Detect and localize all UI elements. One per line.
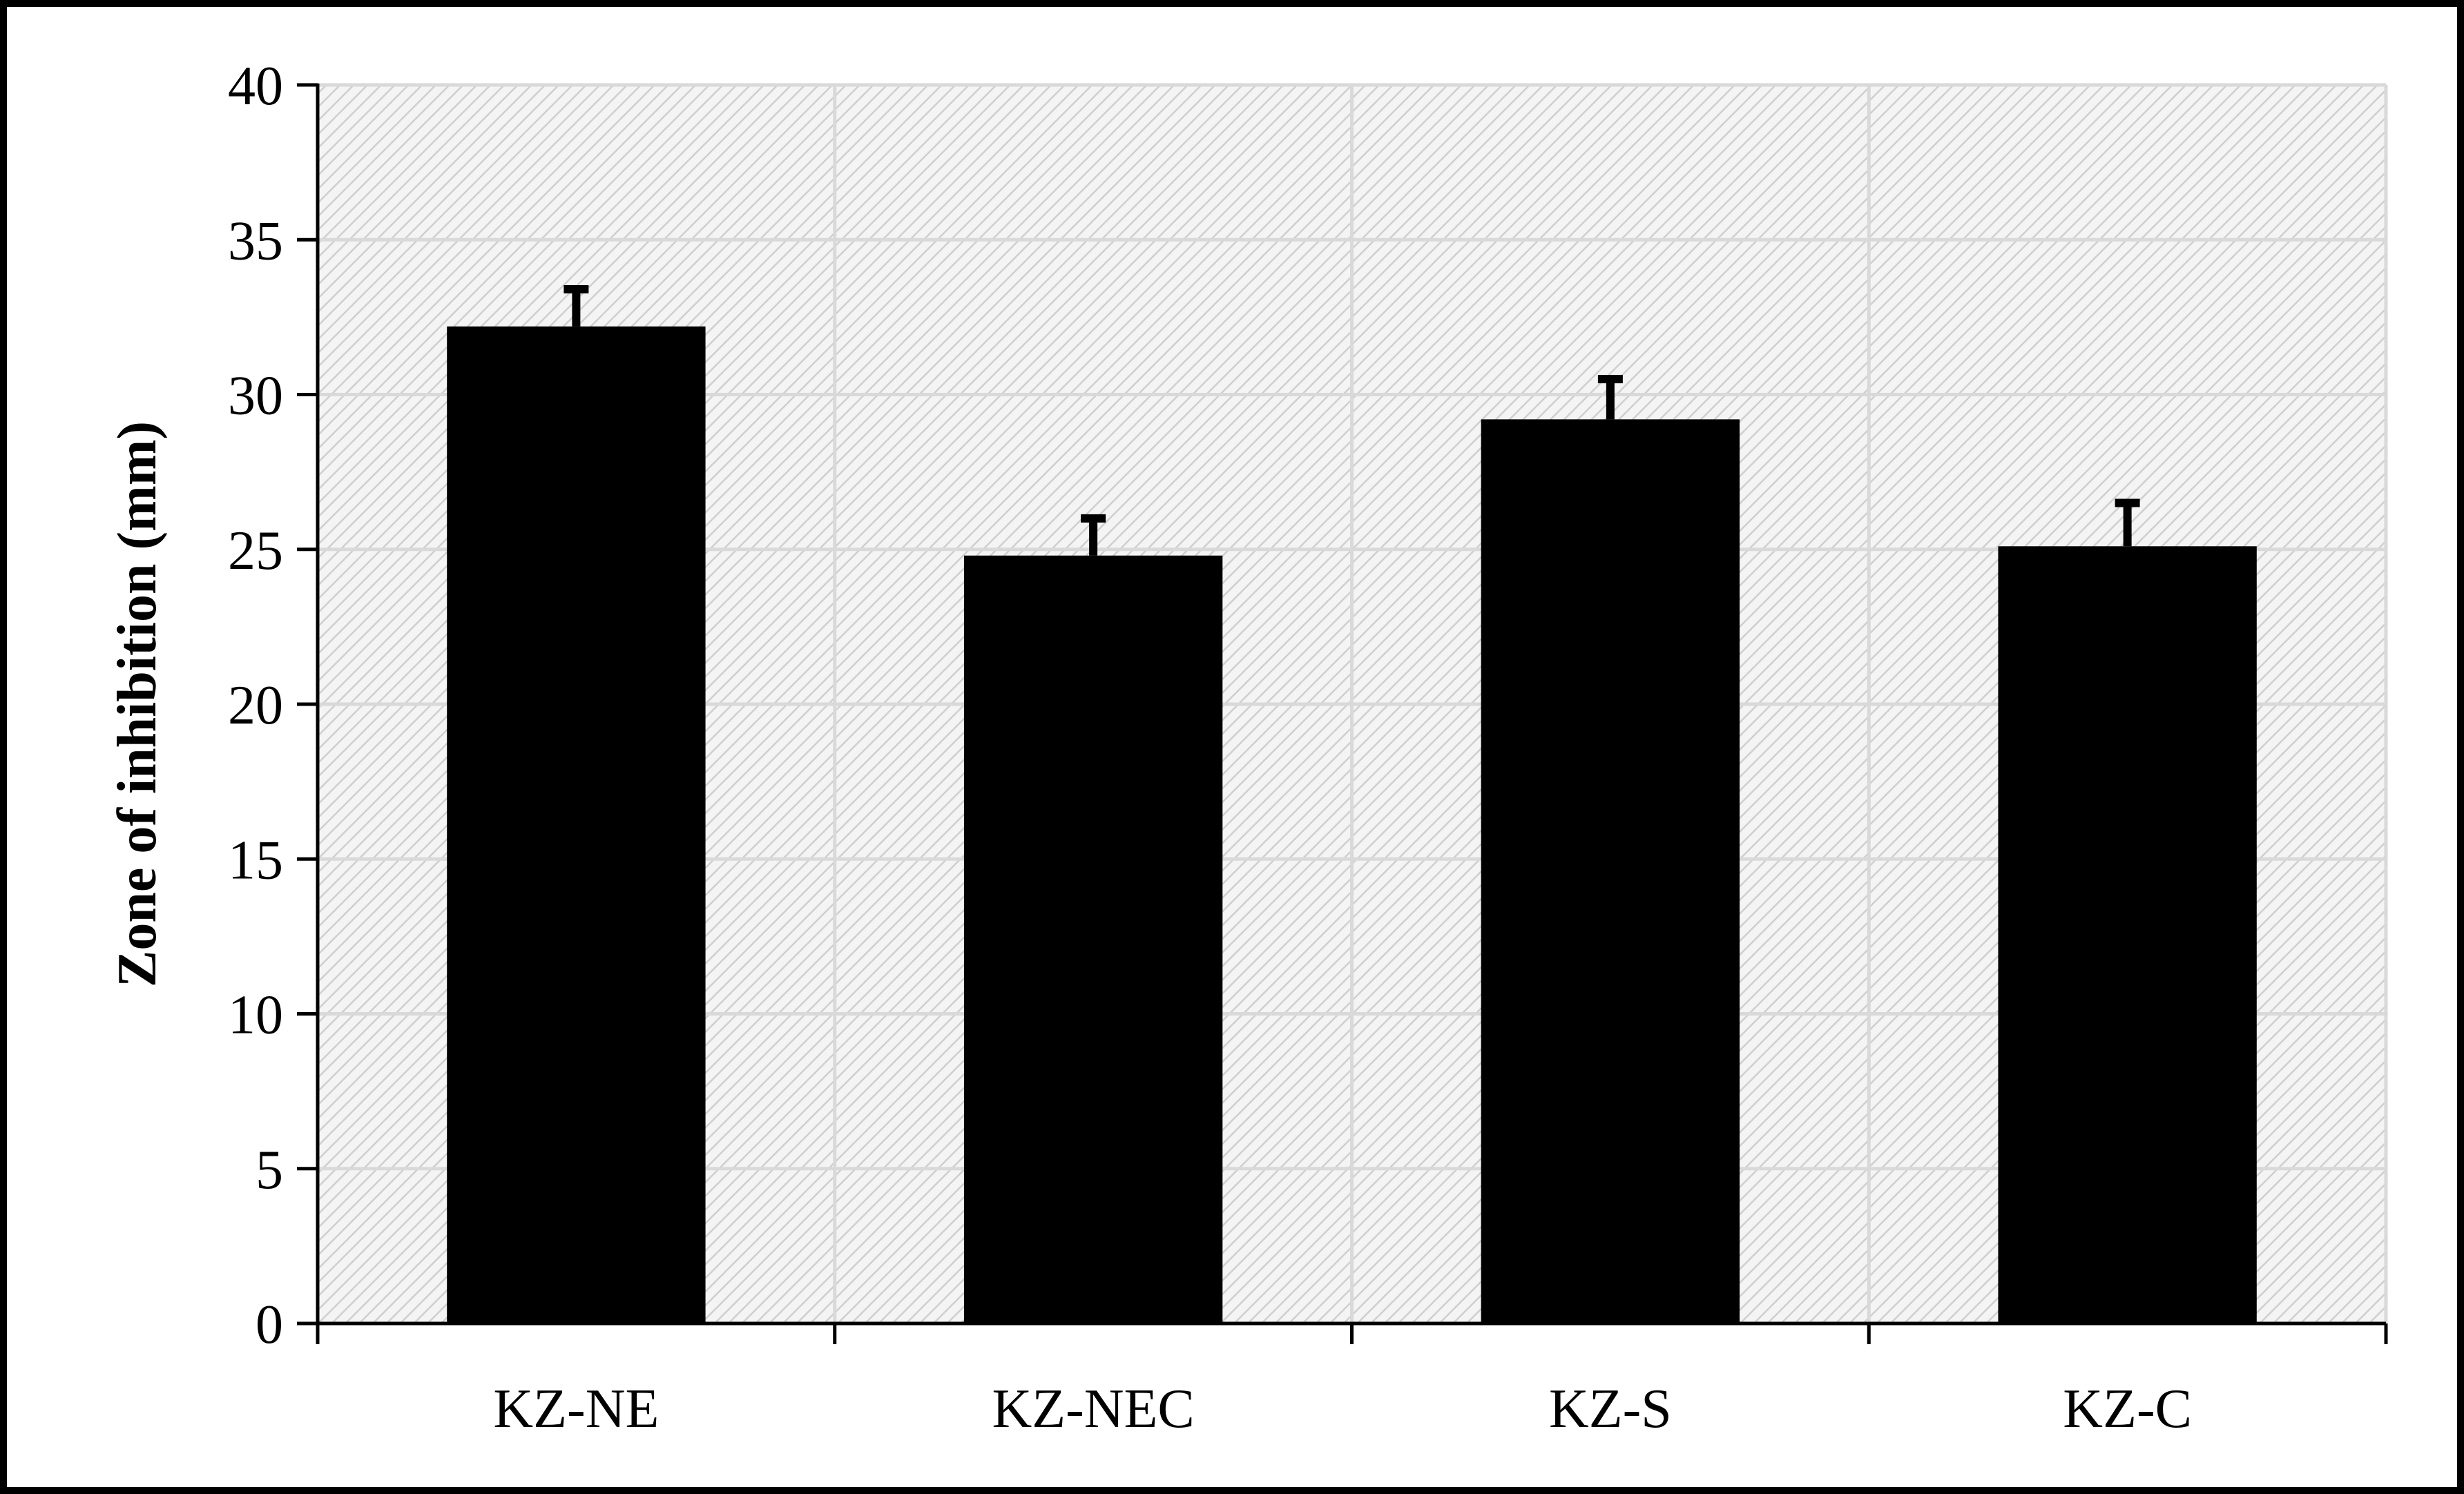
x-tick-label: KZ-NEC: [992, 1379, 1194, 1439]
x-tick-labels: KZ-NE KZ-NEC KZ-S KZ-C: [493, 1379, 2192, 1439]
bar-kz-c: [1998, 546, 2257, 1323]
y-tick-label: 20: [228, 675, 283, 736]
bar-kz-ne: [447, 326, 706, 1324]
x-tick-label: KZ-NE: [493, 1379, 659, 1439]
y-tick-label: 15: [228, 830, 283, 891]
axes: [297, 83, 2388, 1344]
y-axis-title: Zone of inhibition (mm): [107, 421, 168, 987]
y-tick-label: 40: [228, 56, 283, 117]
x-tick-label: KZ-C: [2063, 1379, 2192, 1439]
x-tick-label: KZ-S: [1549, 1379, 1672, 1439]
y-tick-label: 5: [256, 1140, 283, 1201]
y-tick-label: 30: [228, 366, 283, 427]
y-tick-label: 10: [228, 985, 283, 1046]
bar-kz-s: [1481, 419, 1740, 1323]
y-tick-label: 35: [228, 211, 283, 271]
bars: [447, 326, 2257, 1324]
bar-kz-nec: [963, 555, 1223, 1323]
error-bars: [564, 285, 2140, 556]
y-tick-label: 25: [228, 521, 283, 581]
y-tick-label: 0: [256, 1294, 283, 1355]
y-tick-labels: 0 5 10 15 20 25 30 35 40: [228, 56, 283, 1355]
